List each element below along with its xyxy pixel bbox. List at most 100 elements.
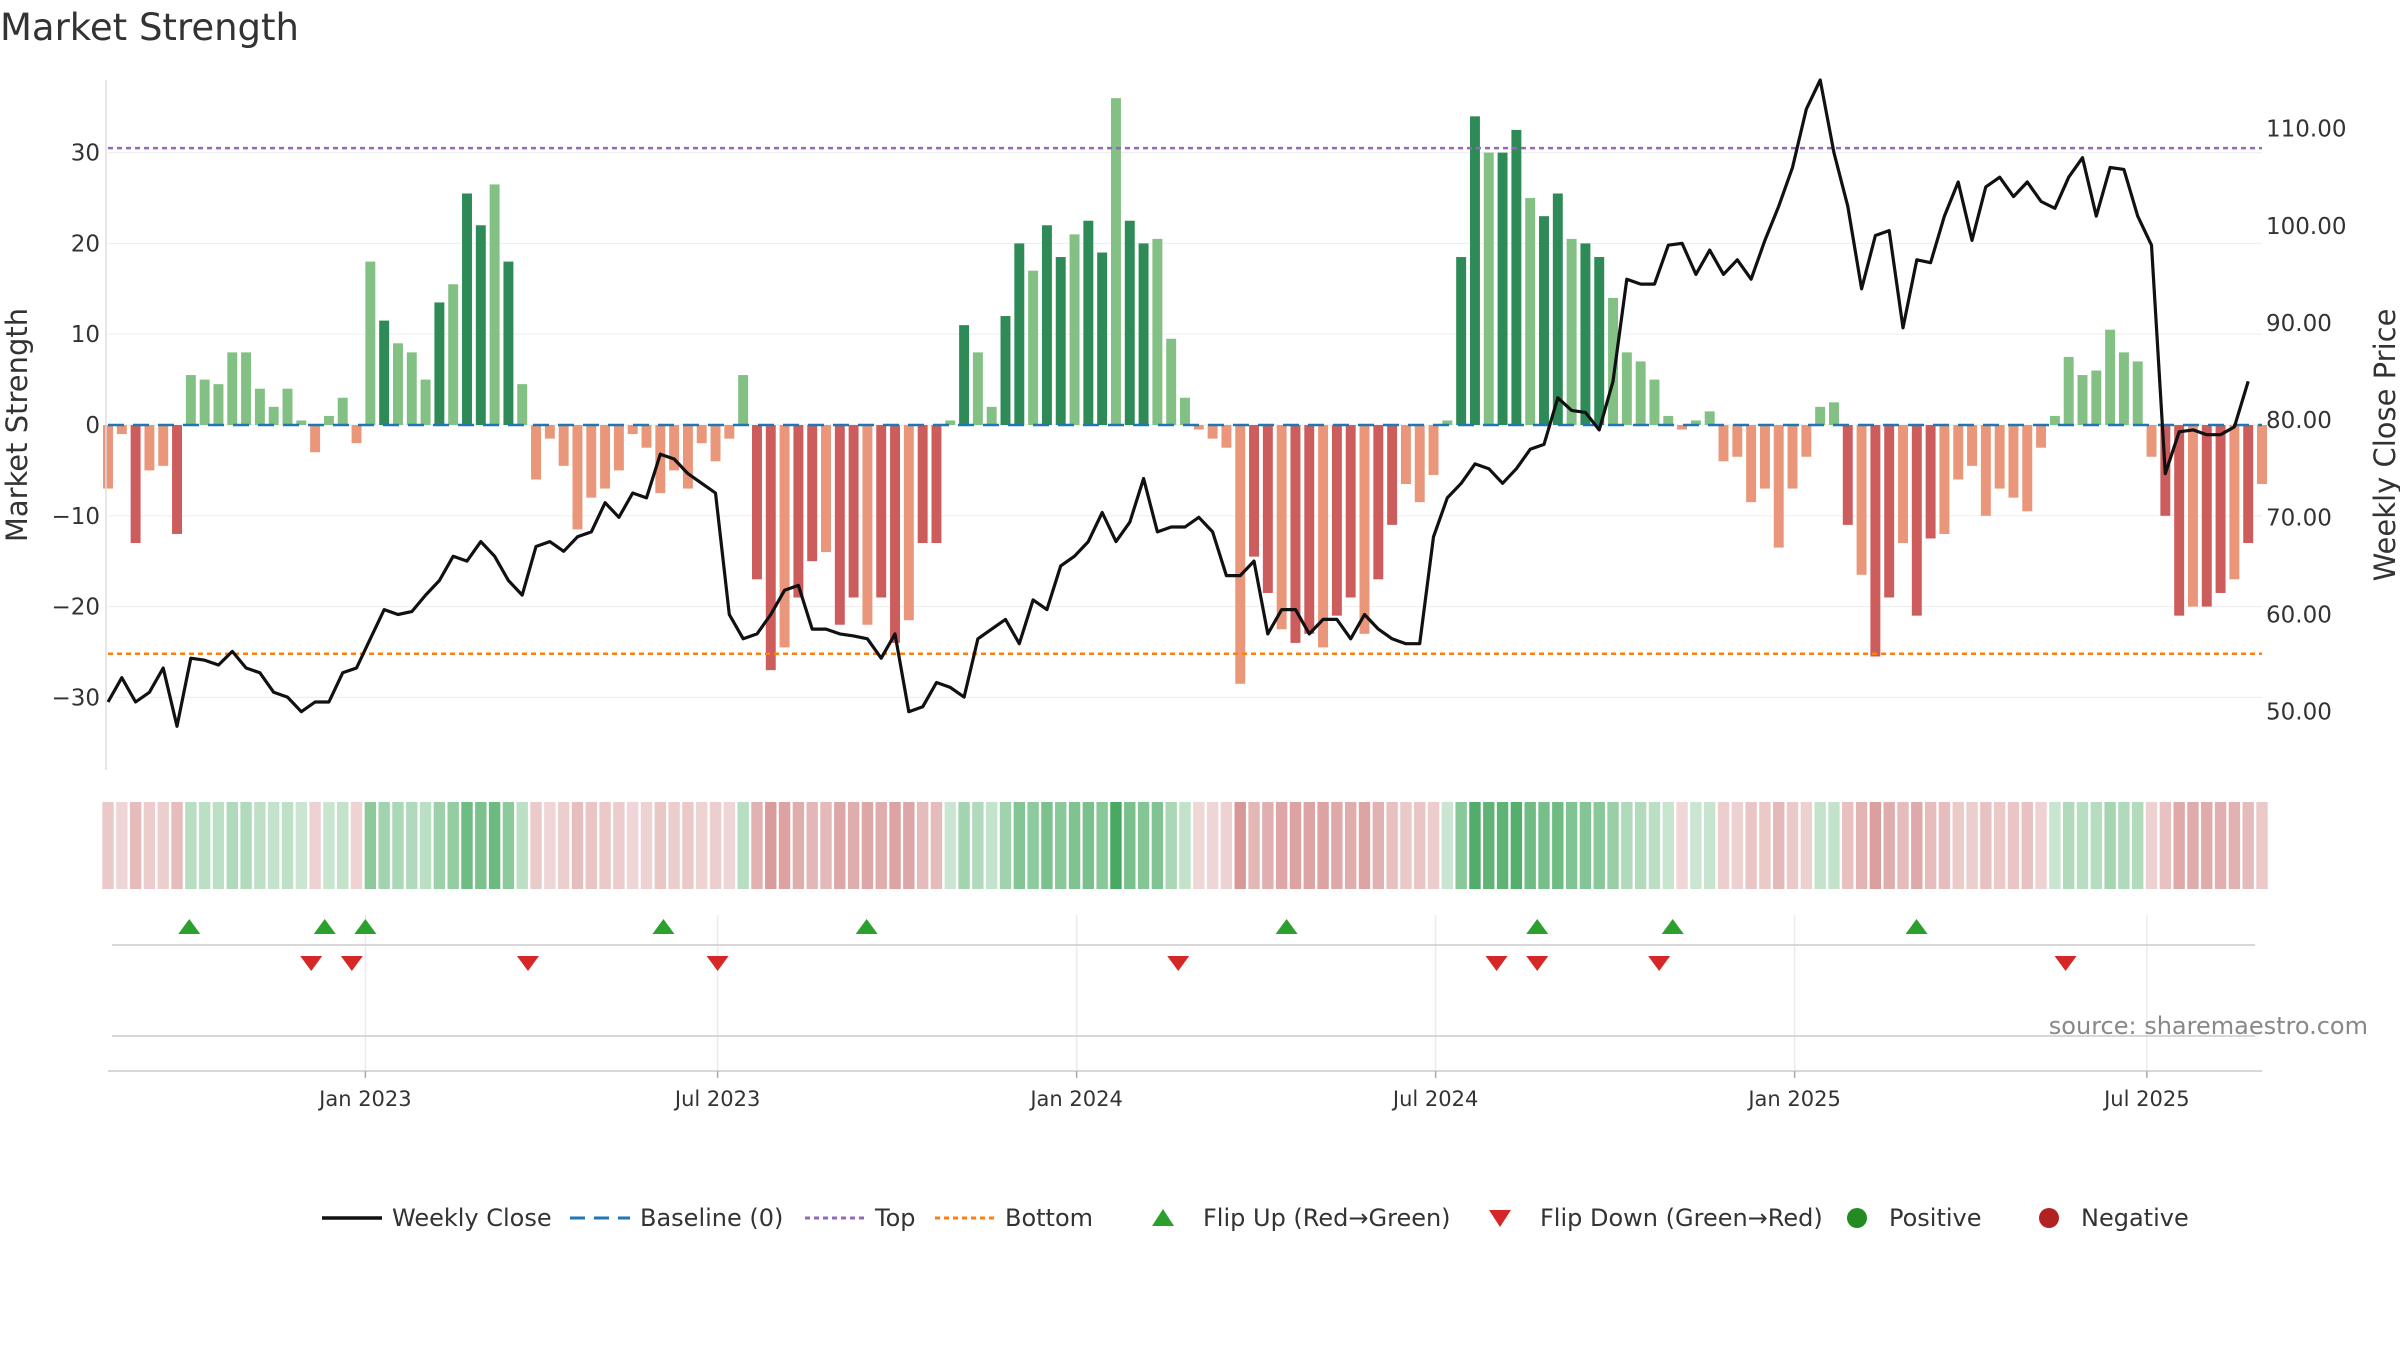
legend: Weekly Close Baseline (0) Top Bottom Flip Up…	[322, 1204, 2189, 1232]
heat-cell	[1165, 802, 1177, 889]
strength-bar	[2008, 425, 2019, 498]
strength-bar	[1980, 425, 1991, 516]
strength-bar	[779, 425, 790, 648]
heat-cell	[668, 802, 680, 889]
strength-bar	[1097, 252, 1108, 425]
heat-cell	[903, 802, 915, 889]
strength-bar	[765, 425, 776, 671]
flip-down-marker	[1648, 956, 1671, 971]
strength-bar	[1138, 243, 1149, 425]
strength-bar	[199, 379, 210, 425]
strength-bar	[2063, 356, 2074, 425]
y2-tick-label: 100.00	[2266, 214, 2346, 240]
heat-cell	[1676, 802, 1688, 889]
heat-cell	[350, 802, 363, 889]
heat-cell	[488, 802, 501, 889]
strength-bar	[793, 425, 804, 598]
strength-bar	[917, 425, 928, 544]
strength-bar	[2243, 425, 2254, 544]
heat-cell	[1055, 802, 1067, 889]
heat-cell	[116, 802, 128, 889]
heat-cell	[806, 802, 818, 889]
heat-cell	[2132, 802, 2144, 889]
heat-cell	[1137, 802, 1150, 889]
y-axis-label: Market Strength	[0, 308, 34, 542]
strength-bar	[448, 284, 459, 425]
heat-cell	[2090, 802, 2103, 889]
strength-bar	[1842, 425, 1853, 525]
heat-cell	[958, 802, 970, 889]
heat-cell	[1386, 802, 1398, 889]
legend-label: Weekly Close	[392, 1204, 552, 1232]
heat-cell	[2104, 802, 2116, 889]
legend-swatch-triangle-up	[1152, 1209, 1174, 1226]
y2-tick-label: 70.00	[2266, 505, 2332, 531]
strength-bar	[986, 406, 997, 425]
x-tick-label: Jul 2024	[1391, 1087, 1478, 1111]
strength-bar	[2118, 352, 2129, 425]
flip-up-marker	[855, 919, 878, 934]
strength-bar	[1083, 220, 1094, 425]
x-tick-label: Jan 2025	[1746, 1087, 1841, 1111]
strength-bar	[406, 352, 417, 425]
flip-down-marker	[1526, 956, 1549, 971]
heat-cell	[1220, 802, 1233, 889]
heat-cell	[1883, 802, 1895, 889]
heat-cell	[1275, 802, 1288, 889]
heat-cell	[530, 802, 542, 889]
heat-cell	[433, 802, 446, 889]
heat-cell	[2007, 802, 2020, 889]
strength-bar	[365, 261, 376, 425]
strength-bar	[379, 320, 390, 425]
strength-bar	[1069, 234, 1080, 425]
strength-bar	[738, 375, 749, 425]
flip-up-marker	[1275, 919, 1298, 934]
strength-bar	[2146, 425, 2157, 457]
legend-item: Flip Up (Red→Green)	[1152, 1204, 1451, 1232]
strength-bar	[2105, 329, 2116, 425]
heat-cell	[1110, 802, 1122, 889]
strength-bar	[2201, 425, 2212, 607]
heat-cell	[1358, 802, 1371, 889]
strength-bar	[1497, 152, 1508, 425]
heat-cell	[1855, 802, 1868, 889]
strength-bar	[1898, 425, 1908, 544]
heat-cell	[889, 802, 901, 889]
heat-cell	[1303, 802, 1315, 889]
strength-bar	[130, 425, 141, 544]
y2-axis-label: Weekly Close Price	[2368, 309, 2400, 582]
flip-down-marker	[300, 956, 323, 971]
heat-cell	[1690, 802, 1702, 889]
heat-cell	[599, 802, 611, 889]
strength-bar	[1580, 243, 1591, 425]
strength-bar	[1884, 425, 1895, 598]
flip-up-marker	[1905, 919, 1928, 934]
strength-bar	[1193, 425, 1204, 430]
heat-cell	[544, 802, 556, 889]
strength-bar	[1911, 425, 1922, 616]
strength-bar	[1180, 397, 1190, 425]
heat-cell	[143, 802, 156, 889]
heat-cell	[751, 802, 763, 889]
strength-bar	[1828, 402, 1839, 425]
heat-cell	[1966, 802, 1978, 889]
strength-bar	[1055, 257, 1066, 425]
heat-cell	[778, 802, 791, 889]
heat-cell	[737, 802, 749, 889]
legend-label: Flip Down (Green→Red)	[1540, 1204, 1823, 1232]
heat-cell	[171, 802, 183, 889]
strength-bar	[1304, 425, 1315, 634]
strength-bar	[1400, 425, 1411, 485]
heat-cell	[1759, 802, 1771, 889]
heat-cell	[792, 802, 805, 889]
heat-cell	[875, 802, 887, 889]
flip-up-marker	[652, 919, 675, 934]
legend-label: Negative	[2081, 1204, 2189, 1232]
heat-cell	[1027, 802, 1039, 889]
heat-cell	[1869, 802, 1882, 889]
heat-cell	[254, 802, 266, 889]
heat-cell	[475, 802, 487, 889]
flip-down-marker	[340, 956, 363, 971]
heat-cell	[2159, 802, 2172, 889]
strength-bar	[1290, 425, 1301, 643]
